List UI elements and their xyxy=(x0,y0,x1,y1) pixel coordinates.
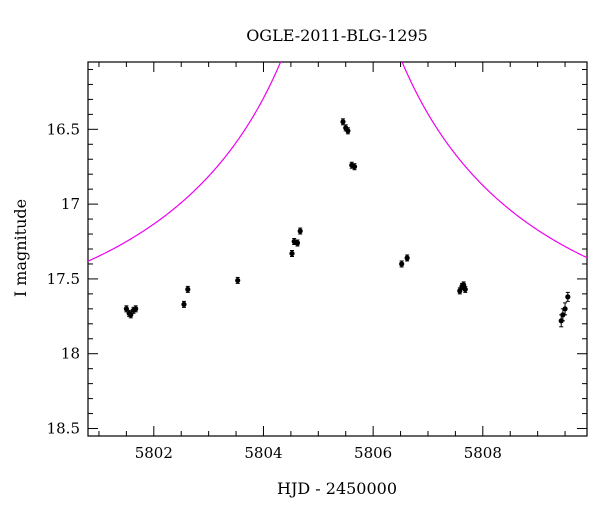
y-tick-label: 18 xyxy=(61,345,80,363)
data-point xyxy=(133,306,139,312)
y-tick-label: 18.5 xyxy=(47,420,80,438)
x-tick-label: 5802 xyxy=(135,444,173,462)
data-point xyxy=(351,164,358,170)
data-point xyxy=(340,119,346,125)
plot-frame xyxy=(87,61,588,437)
plot-layer: 5802 5804 5806 5808 16.5 17 17.5 18 18.5 xyxy=(47,61,588,462)
chart-title: OGLE-2011-BLG-1295 xyxy=(246,26,428,45)
model-curve-line xyxy=(88,62,587,262)
y-tick-label: 17 xyxy=(61,195,80,213)
x-tick-label: 5804 xyxy=(244,444,282,462)
data-point xyxy=(294,240,301,246)
data-point xyxy=(345,128,351,134)
x-tick-label: 5806 xyxy=(354,444,392,462)
data-point xyxy=(399,261,405,267)
x-axis-label: HJD - 2450000 xyxy=(277,479,397,498)
data-point xyxy=(297,228,303,234)
data-point xyxy=(289,250,295,257)
data-point xyxy=(181,301,187,307)
data-point xyxy=(562,306,568,312)
data-point xyxy=(565,294,571,300)
data-point xyxy=(462,286,468,292)
x-tick-label: 5808 xyxy=(464,444,502,462)
y-tick-label: 17.5 xyxy=(47,270,80,288)
y-tick-label: 16.5 xyxy=(47,120,80,138)
data-point xyxy=(235,277,241,284)
data-point xyxy=(404,255,410,261)
data-point xyxy=(560,312,566,318)
y-axis-label: I magnitude xyxy=(11,199,30,297)
data-point xyxy=(185,286,191,292)
